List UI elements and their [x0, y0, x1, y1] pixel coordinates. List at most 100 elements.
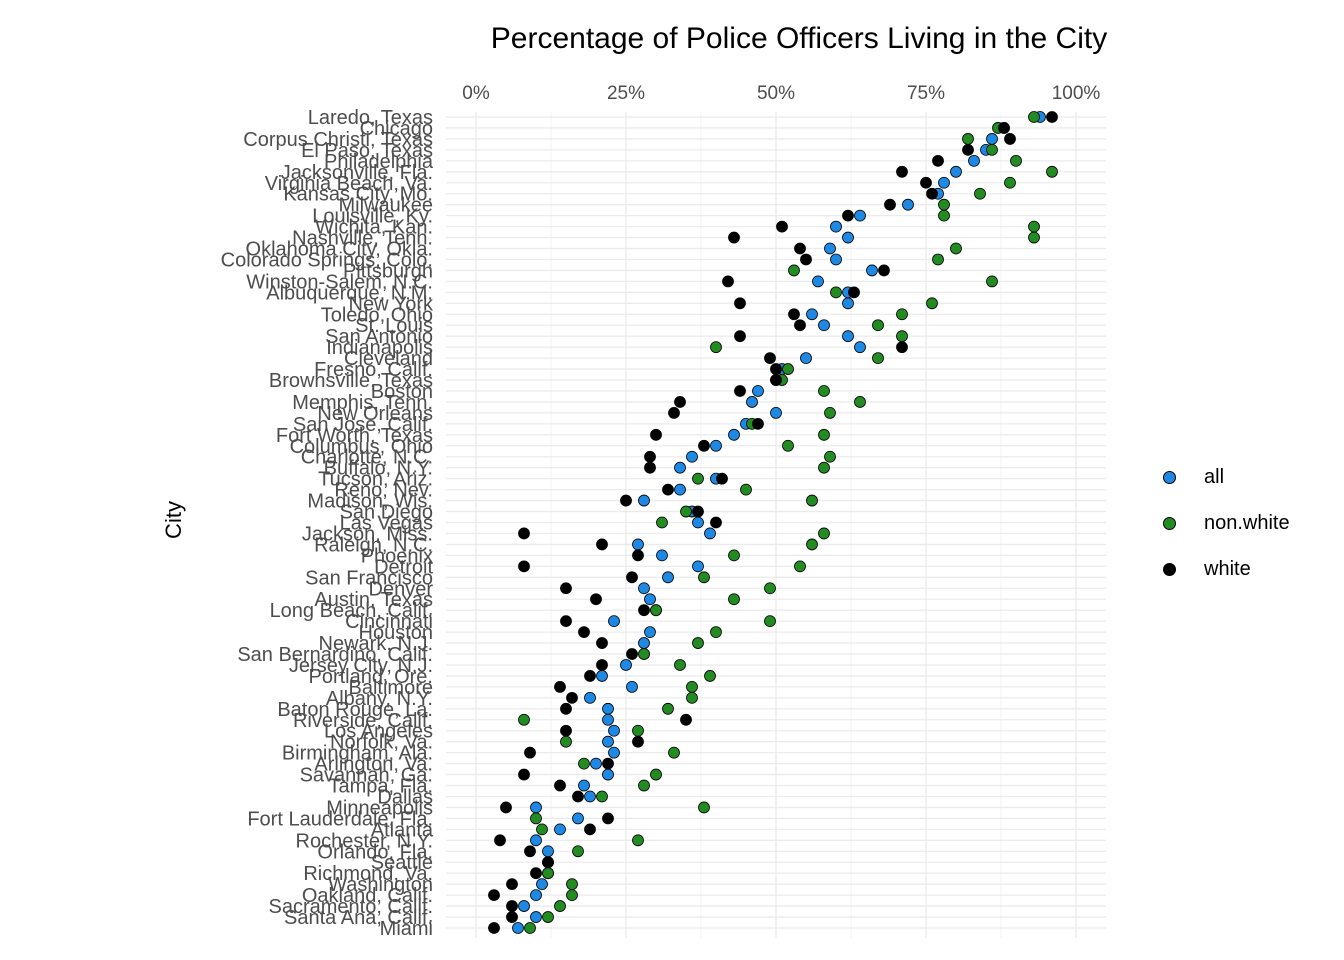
y-category-label: Jersey City, N.J. — [289, 655, 433, 677]
point-all — [530, 834, 542, 847]
y-category-label: Detroit — [374, 556, 433, 578]
point-non-white — [824, 450, 836, 463]
point-non-white — [764, 582, 776, 595]
point-white — [920, 176, 932, 189]
point-non-white — [806, 538, 818, 551]
point-all — [674, 483, 686, 496]
point-all — [530, 801, 542, 814]
point-white — [488, 889, 500, 902]
point-all — [746, 396, 758, 408]
point-non-white — [764, 615, 776, 628]
point-white — [596, 659, 608, 671]
point-all — [662, 571, 674, 584]
point-non-white — [986, 275, 998, 288]
point-white — [560, 582, 572, 595]
y-category-label: Baltimore — [349, 677, 433, 699]
point-white — [506, 900, 518, 912]
point-all — [512, 922, 524, 934]
point-white — [848, 286, 860, 299]
y-category-label: Minneapolis — [326, 797, 433, 819]
point-white — [596, 538, 608, 551]
point-all — [824, 242, 836, 255]
point-non-white — [698, 571, 710, 584]
legend-item-all: all — [1163, 466, 1224, 489]
point-white — [566, 691, 578, 704]
y-category-label: Los Angeles — [324, 721, 433, 743]
point-non-white — [728, 593, 740, 606]
y-category-label: Oakland, Calif. — [302, 885, 433, 907]
point-all — [602, 735, 614, 748]
point-white — [752, 417, 764, 430]
point-white — [602, 812, 614, 825]
point-white — [692, 505, 704, 518]
point-all — [710, 439, 722, 452]
point-all — [968, 154, 980, 167]
point-non-white — [638, 779, 650, 792]
point-all — [572, 812, 584, 825]
point-non-white — [824, 407, 836, 419]
y-category-label: Charlotte, N.C. — [301, 447, 433, 469]
point-non-white — [896, 308, 908, 321]
point-white — [518, 560, 530, 573]
point-white — [626, 648, 638, 660]
y-category-label: Tucson, Ariz. — [318, 469, 433, 491]
point-white — [734, 297, 746, 310]
x-tick-labels: 0% 25% 50% 75% 100% — [462, 83, 1100, 104]
point-white — [842, 209, 854, 222]
point-all — [542, 845, 554, 858]
point-white — [1046, 111, 1058, 123]
point-non-white — [872, 352, 884, 365]
point-non-white — [1028, 231, 1040, 244]
legend-item-non-white: non.white — [1163, 512, 1290, 535]
point-non-white — [638, 648, 650, 660]
point-white — [644, 450, 656, 463]
point-white — [662, 483, 674, 496]
y-category-label: New Orleans — [317, 403, 433, 425]
point-white — [794, 242, 806, 255]
point-white — [500, 801, 512, 814]
y-category-label: Boston — [371, 381, 433, 403]
point-white — [734, 330, 746, 343]
y-category-label: Buffalo, N.Y. — [324, 458, 433, 480]
y-category-label: Fort Worth, Texas — [276, 425, 433, 447]
point-all — [602, 768, 614, 781]
point-non-white — [554, 900, 566, 912]
y-category-label: Milwaukee — [339, 195, 433, 217]
point-non-white — [794, 560, 806, 573]
point-white — [596, 637, 608, 649]
point-non-white — [680, 505, 692, 518]
y-category-label: Albuquerque, N.M. — [266, 282, 433, 304]
point-white — [638, 604, 650, 617]
y-category-label: Cincinnati — [345, 611, 433, 633]
y-category-label: San Bernardino, Calif. — [237, 644, 433, 666]
point-non-white — [896, 330, 908, 343]
point-white — [884, 198, 896, 211]
x-tick-label: 0% — [462, 83, 490, 104]
y-category-label: Colorado Springs, Colo. — [221, 249, 433, 271]
point-white — [770, 374, 782, 386]
y-category-label: Memphis, Tenn. — [292, 392, 433, 414]
point-all — [602, 713, 614, 726]
point-white — [560, 702, 572, 715]
point-non-white — [704, 670, 716, 682]
y-category-label: Washington — [328, 874, 433, 896]
legend-label-non-white: non.white — [1204, 512, 1290, 534]
y-category-label: Albany, N.Y. — [326, 688, 433, 710]
point-non-white — [560, 735, 572, 748]
point-white — [572, 790, 584, 803]
point-non-white — [542, 911, 554, 923]
point-non-white — [662, 702, 674, 715]
y-category-label: Denver — [369, 578, 434, 600]
point-all — [644, 626, 656, 638]
point-non-white — [1046, 165, 1058, 178]
point-white — [794, 319, 806, 332]
y-category-label: Louisville, Ky. — [312, 206, 433, 228]
x-tick-label: 100% — [1052, 83, 1101, 104]
point-white — [800, 253, 812, 266]
point-all — [584, 790, 596, 803]
point-non-white — [1010, 154, 1022, 167]
data-points — [488, 111, 1058, 934]
y-category-label: Phoenix — [361, 545, 433, 567]
